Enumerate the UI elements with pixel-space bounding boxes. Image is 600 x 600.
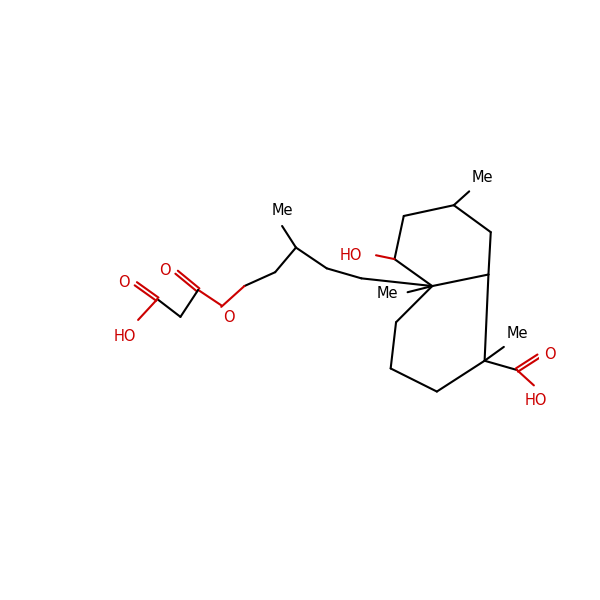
Text: O: O [223,310,235,325]
Text: O: O [159,263,170,278]
Text: O: O [118,275,130,290]
Text: Me: Me [506,326,527,341]
Text: HO: HO [340,248,362,263]
Text: Me: Me [472,170,493,185]
Text: HO: HO [114,329,137,344]
Text: O: O [544,347,556,362]
Text: HO: HO [524,393,547,408]
Text: Me: Me [271,203,293,218]
Text: Me: Me [377,286,398,301]
